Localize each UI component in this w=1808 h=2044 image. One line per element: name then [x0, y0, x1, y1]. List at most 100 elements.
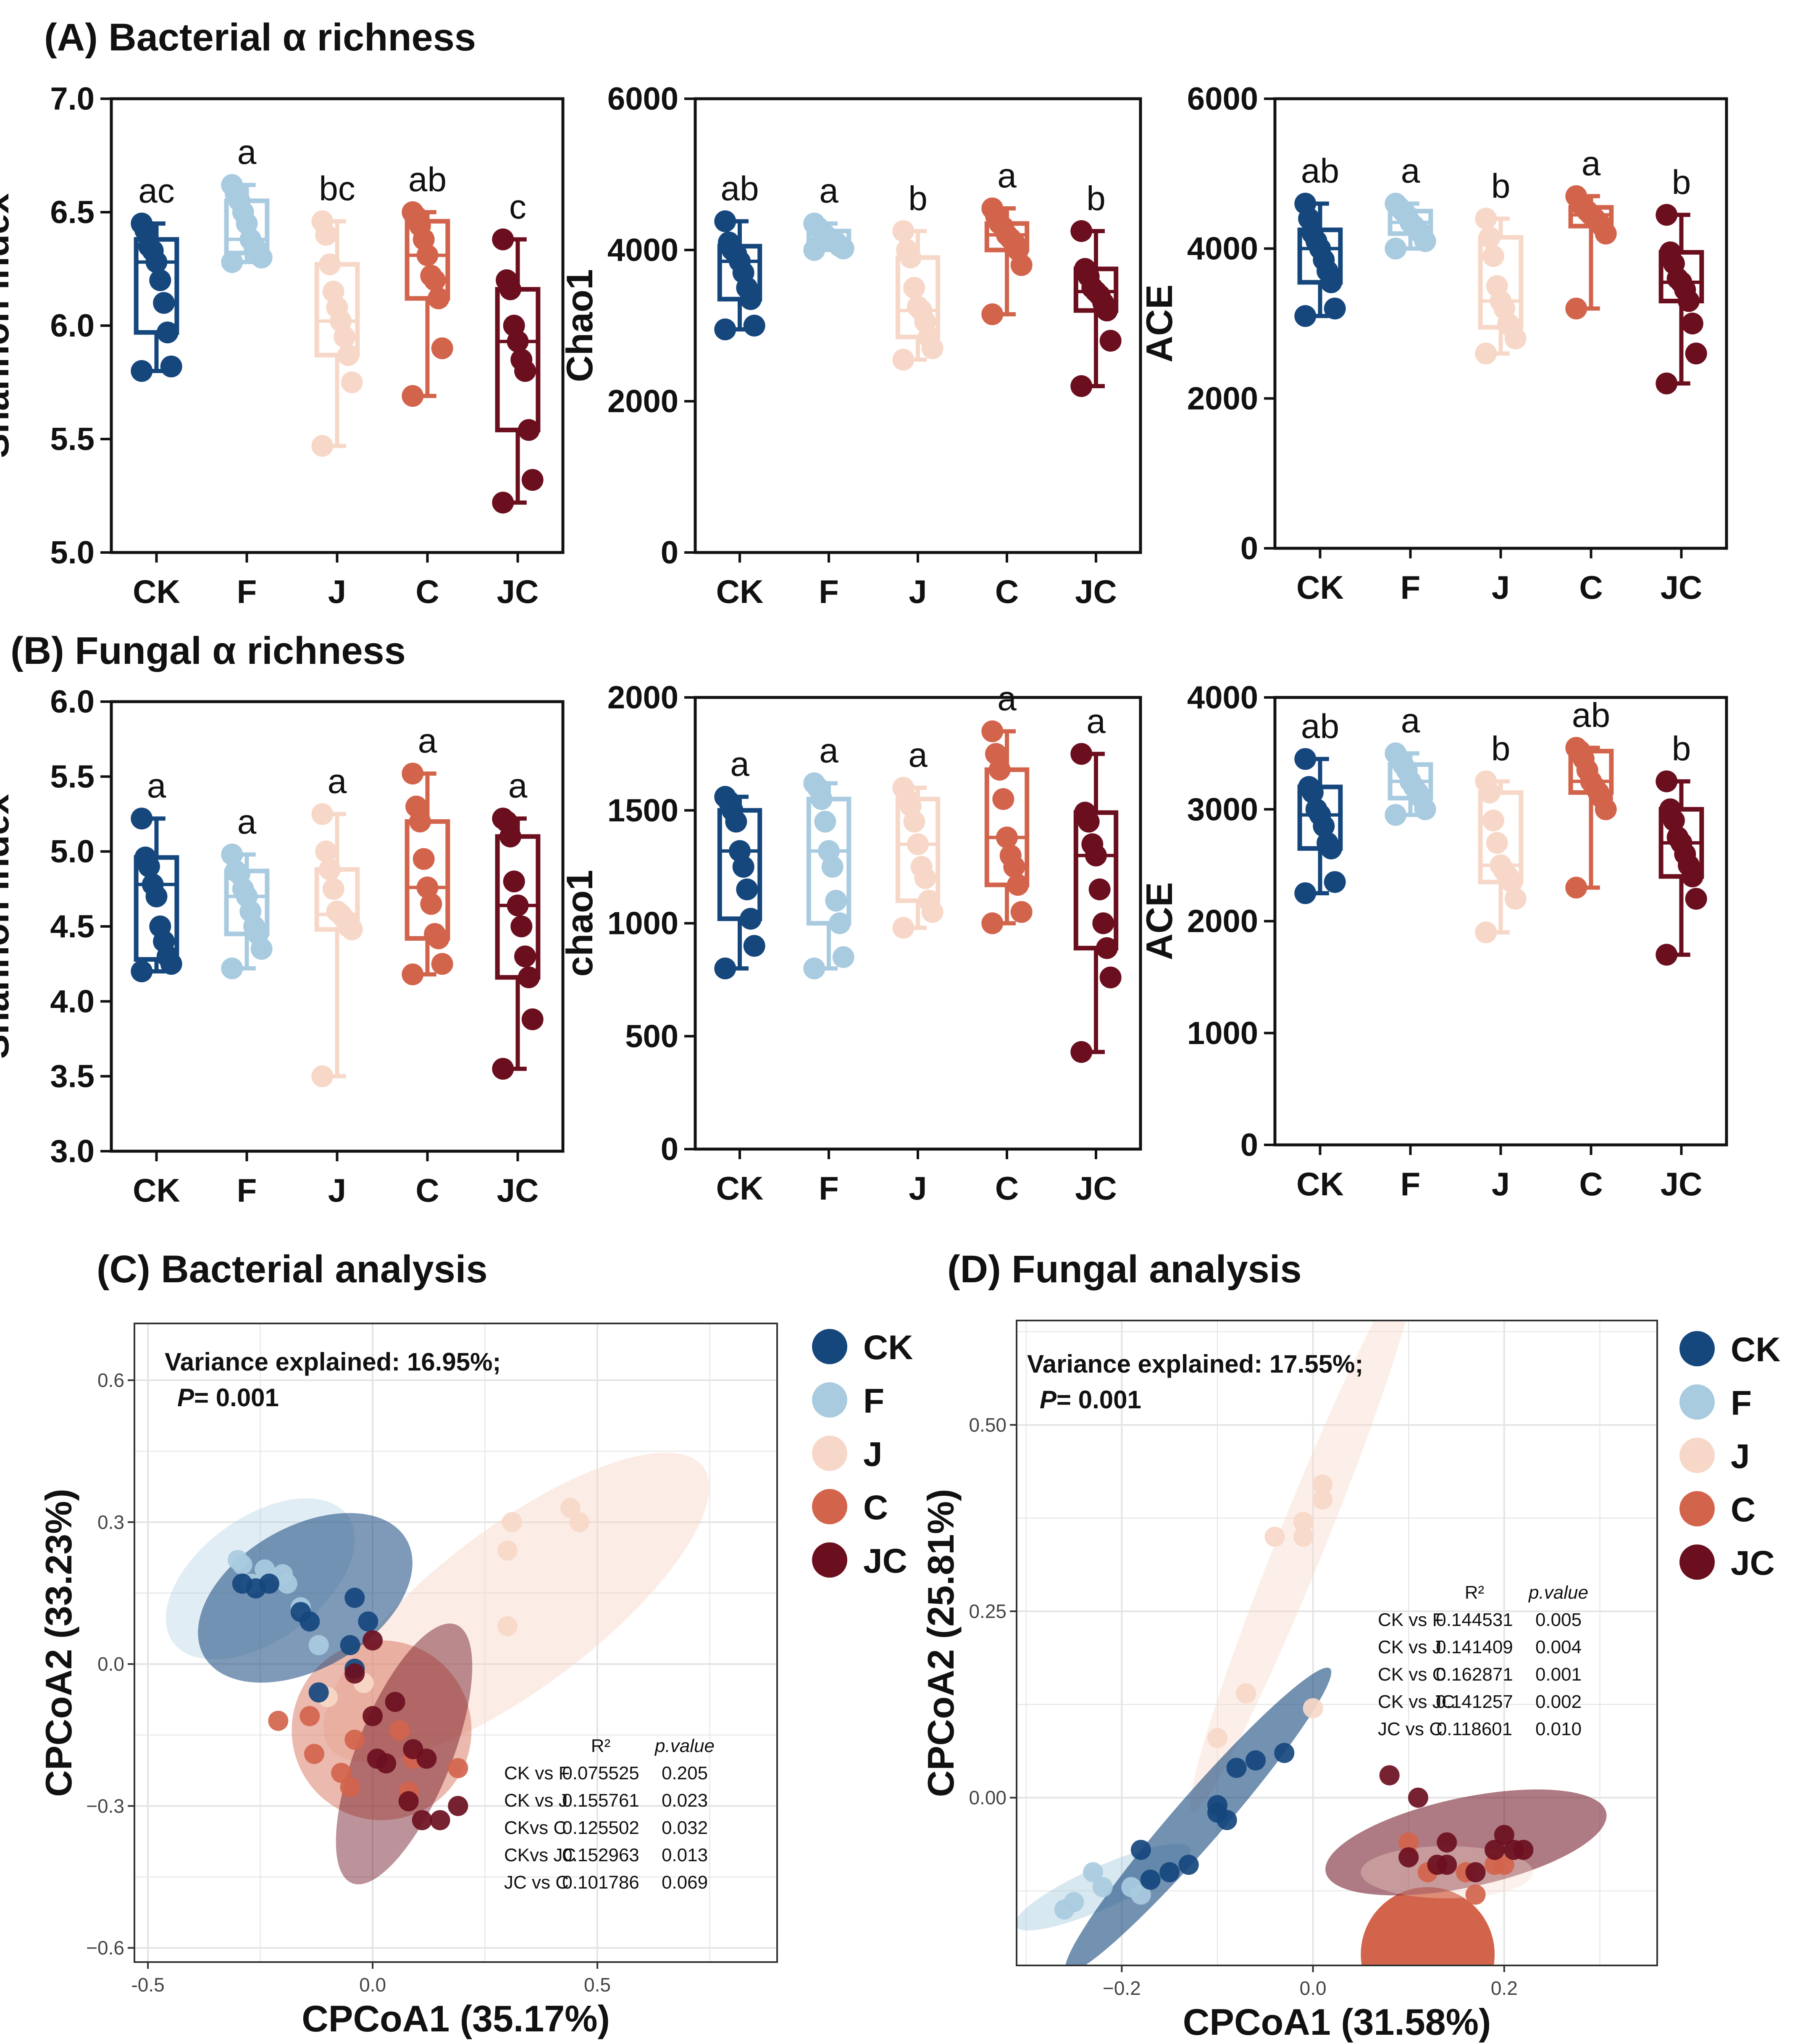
table-p: 0.069: [662, 1872, 708, 1893]
point-ck: [1274, 1743, 1295, 1763]
data-point: [1070, 220, 1093, 242]
data-point: [1504, 327, 1527, 350]
data-point: [1003, 856, 1025, 878]
data-point: [1320, 271, 1342, 293]
table-pair: CKvs JC: [504, 1845, 576, 1865]
p-symbol: P: [1040, 1386, 1057, 1414]
significance-letter: bc: [319, 170, 355, 208]
point-j: [1303, 1698, 1323, 1718]
x-tick-label: J: [328, 573, 346, 610]
significance-letter: ab: [1301, 707, 1339, 745]
data-point: [1099, 966, 1122, 989]
x-tick-label: 0.5: [584, 1974, 611, 1996]
point-c: [389, 1720, 410, 1741]
y-tick-label: 7.0: [50, 81, 95, 117]
point-f: [1092, 1877, 1113, 1897]
table-pair: CK vs J: [504, 1790, 568, 1811]
data-point: [250, 247, 273, 268]
data-point: [337, 344, 359, 366]
variance-annotation: Variance explained: 17.55%;: [1027, 1350, 1363, 1378]
point-c: [1494, 1855, 1514, 1875]
legend-key-f: [812, 1382, 847, 1418]
y-tick-label: 1500: [607, 793, 678, 829]
point-ck: [358, 1611, 378, 1632]
y-tick-label: 0: [1240, 1127, 1258, 1163]
point-j: [497, 1540, 518, 1561]
table-header-r2: R²: [591, 1736, 610, 1756]
data-point: [1685, 888, 1707, 910]
significance-letter: c: [509, 188, 526, 226]
x-tick-label: -0.5: [131, 1974, 164, 1996]
data-point: [714, 958, 736, 979]
data-point: [341, 371, 363, 393]
significance-letter: a: [418, 722, 437, 760]
y-tick-label: 0.6: [97, 1369, 124, 1391]
y-tick-label: 4.0: [50, 984, 95, 1019]
data-point: [821, 856, 844, 878]
significance-letter: a: [819, 731, 838, 770]
table-r2: 0.152963: [562, 1845, 639, 1865]
data-point: [992, 788, 1014, 810]
table-p: 0.032: [662, 1818, 708, 1838]
data-point: [250, 938, 273, 960]
point-ck: [1178, 1855, 1199, 1875]
data-point: [145, 251, 168, 273]
data-point: [825, 889, 847, 912]
x-tick-label: 0.2: [1491, 1977, 1518, 1999]
data-point: [402, 763, 424, 785]
x-tick-label: F: [237, 1172, 257, 1209]
data-point: [1010, 901, 1033, 923]
data-point: [431, 337, 453, 359]
confidence-ellipse-j: [323, 1452, 710, 1762]
point-ck: [1246, 1750, 1266, 1770]
y-tick-label: 6000: [607, 81, 678, 117]
data-point: [311, 1065, 334, 1087]
legend-key-ck: [812, 1329, 847, 1364]
data-point: [138, 855, 160, 878]
point-c: [340, 1777, 360, 1797]
x-tick-label: JC: [1075, 573, 1117, 610]
table-p: 0.004: [1535, 1637, 1582, 1657]
y-tick-label: 4000: [607, 232, 678, 268]
table-pair: CK vs J: [1378, 1637, 1442, 1657]
data-point: [803, 958, 825, 979]
significance-letter: a: [1582, 145, 1601, 183]
data-point: [1414, 798, 1436, 821]
data-point: [416, 876, 439, 899]
data-point: [510, 915, 533, 937]
point-jc: [1427, 1855, 1448, 1875]
data-point: [492, 228, 514, 250]
legend-key-j: [812, 1436, 847, 1471]
data-point: [1595, 223, 1617, 245]
data-point: [1486, 832, 1508, 854]
significance-letter: b: [1672, 730, 1691, 768]
data-point: [1085, 844, 1107, 867]
data-point: [1099, 330, 1122, 352]
ordination-panel-D: −0.2 0.0 0.2 0.00 0.25 0.50 CPCoA1 (31.58%) CPC…: [920, 1320, 1658, 2043]
point-jc: [1485, 1839, 1505, 1860]
x-tick-label: J: [1492, 569, 1510, 606]
data-point: [131, 960, 153, 982]
p-value-annotation: = 0.001: [194, 1384, 279, 1412]
data-point: [1294, 882, 1317, 904]
data-point: [518, 419, 540, 441]
data-point: [1565, 297, 1587, 320]
point-jc: [398, 1791, 419, 1812]
data-point: [1681, 865, 1703, 887]
point-jc: [1408, 1787, 1428, 1808]
x-tick-label: C: [415, 1172, 439, 1209]
table-pair: CK vs F: [1378, 1610, 1443, 1630]
data-point: [402, 963, 424, 986]
section-c-label: (C) Bacterial analysis: [97, 1248, 488, 1291]
y-tick-label: 5.5: [50, 759, 95, 794]
data-point: [1501, 871, 1523, 893]
plot-frame: [1016, 1320, 1658, 1966]
x-tick-label: CK: [716, 1170, 764, 1207]
data-point: [1324, 871, 1346, 893]
point-j: [1293, 1526, 1314, 1547]
x-tick-label: C: [415, 573, 439, 610]
point-ck: [1130, 1839, 1151, 1860]
